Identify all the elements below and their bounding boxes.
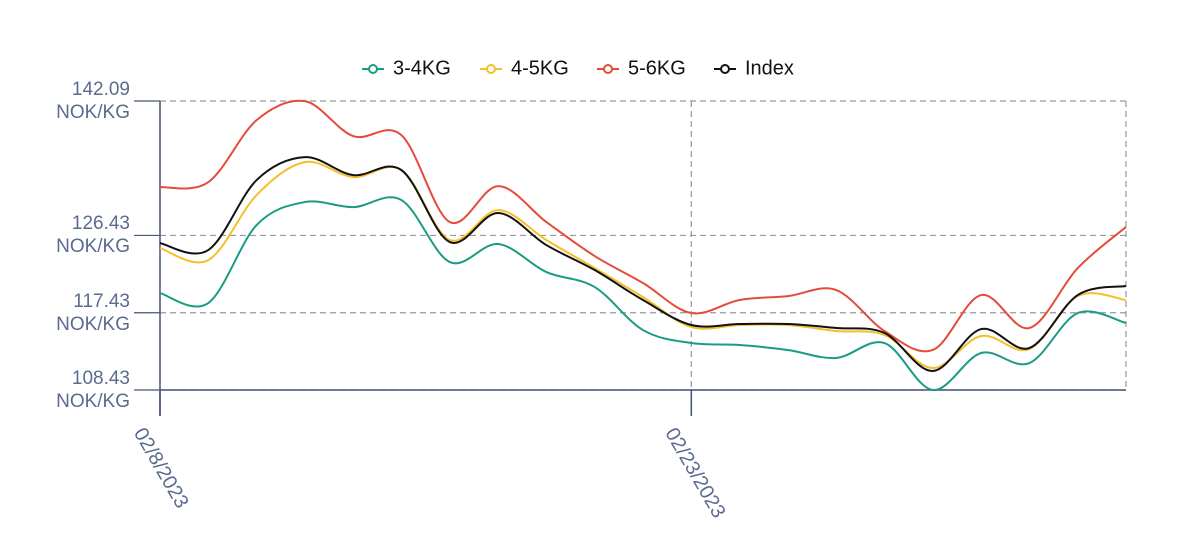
legend-marker (368, 64, 378, 74)
legend-label: 4-5KG (511, 57, 569, 79)
y-tick-label: 117.43 NOK/KG (56, 290, 130, 335)
series-line (159, 196, 1127, 391)
y-tick-label: 126.43 NOK/KG (56, 213, 130, 258)
legend-item: 5-6KG (597, 57, 686, 79)
legend-item: Index (714, 57, 794, 79)
legend-label: Index (745, 57, 794, 79)
series-line (159, 160, 1127, 370)
legend-marker (486, 64, 496, 74)
y-tick-label: 108.43 NOK/KG (56, 368, 130, 412)
legend-item: 4-5KG (480, 57, 569, 79)
legend-marker (720, 64, 730, 74)
legend-marker (603, 64, 613, 74)
x-tick-label: 02/23/2023 (660, 424, 729, 522)
legend-item: 3-4KG (362, 57, 451, 79)
legend-label: 3-4KG (393, 57, 451, 79)
series-line (159, 99, 1127, 353)
x-tick-label: 02/8/2023 (129, 424, 193, 512)
series-line (159, 156, 1127, 373)
legend-label: 5-6KG (628, 57, 686, 79)
y-tick-label: 142.09 NOK/KG (56, 79, 130, 123)
